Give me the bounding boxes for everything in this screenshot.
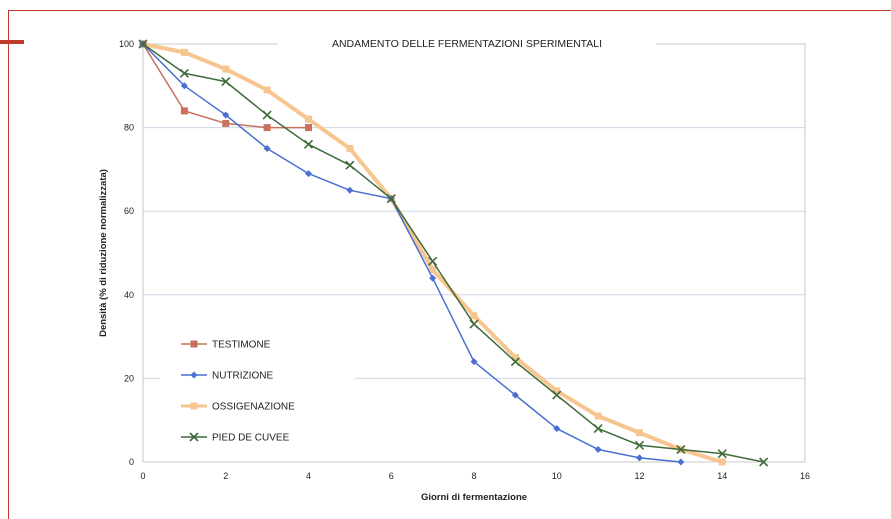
data-point-nutrizione-1 xyxy=(180,82,188,90)
data-point-ossigenazione-14 xyxy=(718,458,726,466)
x-tick-label: 0 xyxy=(140,471,145,481)
x-tick-label: 14 xyxy=(717,471,727,481)
y-tick-label: 20 xyxy=(124,373,134,383)
data-point-nutrizione-11 xyxy=(594,445,602,453)
legend: TESTIMONE NUTRIZIONE OSSIGENAZIONE PIED DE … xyxy=(160,326,355,458)
data-point-pied-de-cuvee-13 xyxy=(676,444,686,455)
data-point-nutrizione-8 xyxy=(470,358,478,366)
series-line xyxy=(142,43,681,463)
figure-frame xyxy=(8,10,891,519)
x-tick-label: 6 xyxy=(389,471,394,481)
data-point-ossigenazione-4 xyxy=(305,115,312,123)
x-tick-labels: 0 2 4 6 8 10 12 14 16 xyxy=(140,471,810,481)
y-tick-label: 40 xyxy=(124,290,134,300)
legend-label: OSSIGENAZIONE xyxy=(212,402,295,413)
data-point-nutrizione-7 xyxy=(429,274,437,282)
y-tick-labels: 0 20 40 60 80 100 xyxy=(119,39,134,467)
data-point-pied-de-cuvee-3 xyxy=(262,110,272,120)
title-background xyxy=(278,34,656,52)
data-point-nutrizione-12 xyxy=(636,454,643,462)
data-point-nutrizione-9 xyxy=(511,391,519,399)
data-point-ossigenazione-5 xyxy=(346,145,354,152)
data-point-pied-de-cuvee-7 xyxy=(428,256,438,266)
data-point-nutrizione-legend xyxy=(190,371,198,379)
data-point-testimone-3 xyxy=(263,124,271,132)
data-point-nutrizione-4 xyxy=(305,170,312,178)
x-tick-label: 2 xyxy=(223,471,228,481)
data-point-nutrizione-10 xyxy=(553,425,561,433)
series-line xyxy=(142,43,764,463)
data-point-pied-de-cuvee-0 xyxy=(138,39,148,49)
legend-label: PIED DE CUVEE xyxy=(212,433,290,444)
data-point-testimone-legend xyxy=(190,340,198,348)
data-point-pied-de-cuvee-9 xyxy=(510,357,520,367)
data-point-ossigenazione-3 xyxy=(263,86,271,94)
data-point-ossigenazione-8 xyxy=(470,312,478,320)
series-pied-de-cuvee xyxy=(138,39,769,467)
legend-item: PIED DE CUVEE xyxy=(181,432,290,444)
x-axis-label: Giorni di fermentazione xyxy=(421,492,527,503)
x-tick-label: 12 xyxy=(634,471,644,481)
legend-label: TESTIMONE xyxy=(212,340,271,351)
data-point-nutrizione-5 xyxy=(346,186,354,194)
data-point-nutrizione-2 xyxy=(222,111,230,119)
data-point-testimone-2 xyxy=(222,119,230,127)
y-tick-label: 100 xyxy=(119,39,134,49)
data-point-ossigenazione-legend xyxy=(190,402,198,410)
y-tick-label: 0 xyxy=(129,457,134,467)
data-point-pied-de-cuvee-4 xyxy=(303,139,314,149)
x-tick-label: 4 xyxy=(306,471,311,481)
data-point-pied-de-cuvee-10 xyxy=(552,390,562,400)
data-point-ossigenazione-1 xyxy=(180,48,188,56)
series-group xyxy=(138,39,769,467)
data-point-nutrizione-13 xyxy=(677,458,685,466)
data-point-pied-de-cuvee-6 xyxy=(386,194,396,204)
data-point-pied-de-cuvee-5 xyxy=(345,160,355,170)
x-tick-label: 8 xyxy=(471,471,476,481)
data-point-ossigenazione-2 xyxy=(222,65,230,73)
data-point-testimone-4 xyxy=(305,124,312,132)
legend-label: NUTRIZIONE xyxy=(212,371,273,382)
data-point-pied-de-cuvee-12 xyxy=(634,440,645,450)
data-point-ossigenazione-12 xyxy=(636,429,643,437)
y-axis-label: Densità (% di riduzione normalizzata) xyxy=(98,169,109,337)
data-point-pied-de-cuvee-legend xyxy=(189,432,199,442)
data-point-pied-de-cuvee-14 xyxy=(717,449,727,459)
red-accent-tab xyxy=(0,40,24,44)
data-point-pied-de-cuvee-15 xyxy=(759,457,769,467)
data-point-ossigenazione-10 xyxy=(553,387,561,395)
data-point-pied-de-cuvee-2 xyxy=(221,77,231,87)
legend-item: TESTIMONE xyxy=(181,340,271,351)
data-point-ossigenazione-7 xyxy=(429,266,437,274)
legend-item: OSSIGENAZIONE xyxy=(181,402,295,413)
data-point-ossigenazione-9 xyxy=(511,354,519,361)
data-point-pied-de-cuvee-11 xyxy=(593,423,603,434)
x-tick-label: 16 xyxy=(800,471,810,481)
legend-item: NUTRIZIONE xyxy=(181,371,273,382)
data-point-pied-de-cuvee-8 xyxy=(469,319,479,329)
data-point-pied-de-cuvee-1 xyxy=(179,68,189,78)
x-tick-label: 10 xyxy=(552,471,562,481)
y-tick-label: 60 xyxy=(124,206,134,216)
data-point-nutrizione-3 xyxy=(263,145,271,152)
data-point-ossigenazione-11 xyxy=(594,412,602,420)
y-tick-label: 80 xyxy=(124,123,134,133)
data-point-testimone-1 xyxy=(180,107,188,115)
chart-title: ANDAMENTO DELLE FERMENTAZIONI SPERIMENTA… xyxy=(332,38,602,50)
